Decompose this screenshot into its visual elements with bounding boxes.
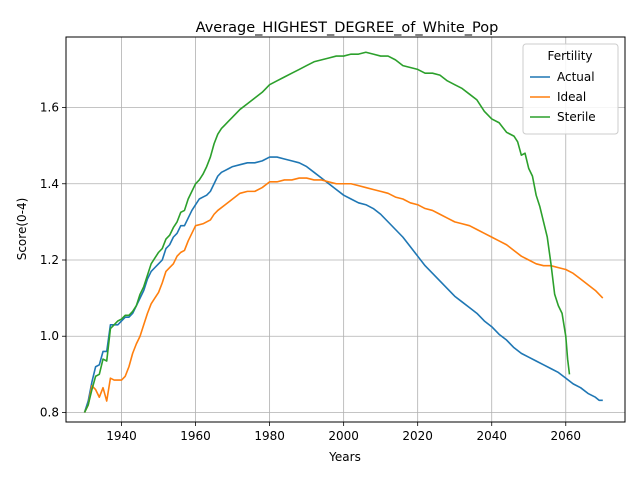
x-axis: 1940 1960 1980 2000 2020 2040 2060 — [106, 422, 581, 443]
y-tick-label: 1.6 — [40, 101, 59, 115]
x-tick-label: 2060 — [550, 429, 581, 443]
grid — [66, 37, 625, 422]
legend-label-sterile: Sterile — [557, 110, 596, 124]
y-tick-label: 1.2 — [40, 253, 59, 267]
legend: Fertility Actual Ideal Sterile — [522, 43, 619, 135]
series-line-sterile — [83, 51, 571, 413]
x-tick-label: 2020 — [402, 429, 433, 443]
legend-items: Actual Ideal Sterile — [530, 70, 596, 124]
x-tick-label: 1980 — [254, 429, 285, 443]
x-tick-label: 2000 — [328, 429, 359, 443]
legend-label-ideal: Ideal — [557, 90, 586, 104]
y-axis-label: Score(0-4) — [15, 198, 29, 261]
series-layer — [83, 51, 604, 413]
x-tick-label: 2040 — [476, 429, 507, 443]
y-tick-label: 1.4 — [40, 177, 59, 191]
series-line-ideal — [83, 177, 604, 413]
plot-frame — [65, 36, 626, 423]
legend-label-actual: Actual — [557, 70, 595, 84]
x-axis-label: Years — [328, 450, 361, 464]
legend-title: Fertility — [547, 49, 592, 63]
y-tick-label: 1.0 — [40, 329, 59, 343]
y-axis: 0.8 1.0 1.2 1.4 1.6 — [40, 101, 66, 419]
x-tick-label: 1940 — [106, 429, 137, 443]
legend-box — [522, 43, 619, 135]
chart-title: Average_HIGHEST_DEGREE_of_White_Pop — [196, 20, 499, 36]
series-line-actual — [83, 156, 603, 413]
x-tick-label: 1960 — [180, 429, 211, 443]
y-tick-label: 0.8 — [40, 405, 59, 419]
